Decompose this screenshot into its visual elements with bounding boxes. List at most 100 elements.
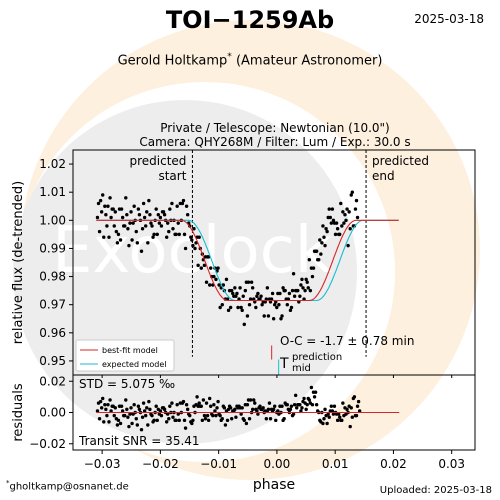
y-tick-label: 1.00 [39, 213, 66, 227]
data-point [148, 212, 152, 217]
data-point [301, 286, 305, 290]
residual-point [213, 409, 217, 413]
residual-point [124, 398, 128, 402]
data-point [231, 291, 235, 296]
data-point [322, 235, 326, 239]
email-text[interactable]: gholtkamp@osnanet.de [9, 481, 129, 492]
data-point [134, 229, 138, 234]
data-point [128, 221, 132, 225]
residual-point [128, 412, 132, 416]
data-point [287, 291, 292, 296]
residual-point [313, 390, 318, 394]
data-point [97, 229, 102, 234]
residual-point [150, 413, 154, 418]
residual-point [292, 402, 297, 407]
data-point [256, 291, 260, 296]
data-point [278, 291, 282, 296]
data-point [192, 227, 196, 231]
data-point [123, 224, 127, 228]
residual-point [140, 415, 145, 419]
data-point [216, 266, 220, 270]
data-point [283, 288, 287, 293]
data-point [180, 201, 185, 206]
residual-point [197, 401, 201, 405]
observer-role: (Amateur Astronomer) [235, 53, 383, 69]
residual-point [298, 402, 302, 407]
residual-point [171, 415, 175, 419]
data-point [182, 232, 187, 237]
camera-info: Camera: QHY268M / Filter: Lum / Exp.: 30… [139, 135, 411, 149]
residual-point [115, 423, 120, 427]
x-tick-label: 0.02 [380, 457, 407, 471]
residual-point [154, 404, 158, 408]
residual-point [135, 423, 140, 427]
data-point [331, 218, 336, 223]
residual-point [250, 407, 255, 412]
data-point [218, 305, 222, 310]
residual-point [182, 418, 187, 423]
data-point [321, 224, 325, 228]
residual-point [147, 399, 151, 404]
data-point [145, 210, 149, 214]
residual-point [200, 418, 205, 423]
data-point [292, 294, 297, 298]
contact-email[interactable]: *gholtkamp@osnanet.de [6, 479, 129, 492]
residual-point [256, 412, 260, 416]
data-point [166, 221, 170, 225]
data-point [265, 286, 270, 290]
residual-point [244, 421, 249, 426]
residual-point [305, 402, 309, 407]
residual-point [348, 424, 352, 429]
residual-point [230, 417, 234, 421]
data-point [189, 235, 193, 239]
residual-point [118, 421, 123, 426]
residual-y-tick-label: −0.02 [29, 437, 66, 451]
residual-point [101, 396, 105, 401]
residual-point [158, 409, 163, 413]
residual-point [199, 404, 203, 408]
data-point [129, 210, 133, 214]
data-point [126, 227, 130, 231]
y-tick-label: 1.01 [39, 185, 66, 199]
residual-point [204, 401, 209, 405]
data-point [338, 232, 342, 237]
residual-point [327, 415, 331, 419]
residual-point [103, 402, 107, 407]
residual-point [209, 404, 213, 408]
residual-point [109, 409, 113, 413]
data-point [281, 286, 285, 290]
residual-point [307, 398, 312, 402]
predicted-start-label: start [158, 169, 186, 183]
data-point [275, 305, 279, 310]
data-point [335, 227, 340, 231]
residual-point [218, 413, 222, 418]
residual-point [184, 402, 189, 407]
main-lightcurve-panel: 0.95 0.96 0.97 0.98 0.99 1.00 1.01 1.02 relative… [11, 149, 476, 378]
data-point [116, 232, 121, 237]
data-point [235, 291, 239, 296]
data-point [150, 224, 154, 228]
data-point [158, 215, 163, 220]
residual-point [222, 406, 227, 410]
data-point [140, 227, 145, 231]
residual-point [264, 417, 269, 421]
data-point [154, 207, 158, 211]
telescope-info: Private / Telescope: Newtonian (10.0") [160, 121, 390, 135]
residual-point [302, 396, 306, 401]
data-point [346, 243, 350, 248]
data-point [279, 317, 283, 321]
residual-point [276, 409, 280, 413]
residual-point [105, 413, 109, 418]
data-point [347, 210, 351, 214]
residual-point [321, 421, 325, 426]
y-tick-label: 0.98 [39, 270, 66, 284]
data-point [132, 204, 136, 208]
data-point [207, 283, 212, 287]
data-point [344, 218, 348, 223]
residual-point [202, 413, 207, 418]
data-point [246, 280, 251, 284]
data-point [323, 243, 327, 248]
data-point [199, 266, 203, 270]
data-point [164, 235, 169, 239]
